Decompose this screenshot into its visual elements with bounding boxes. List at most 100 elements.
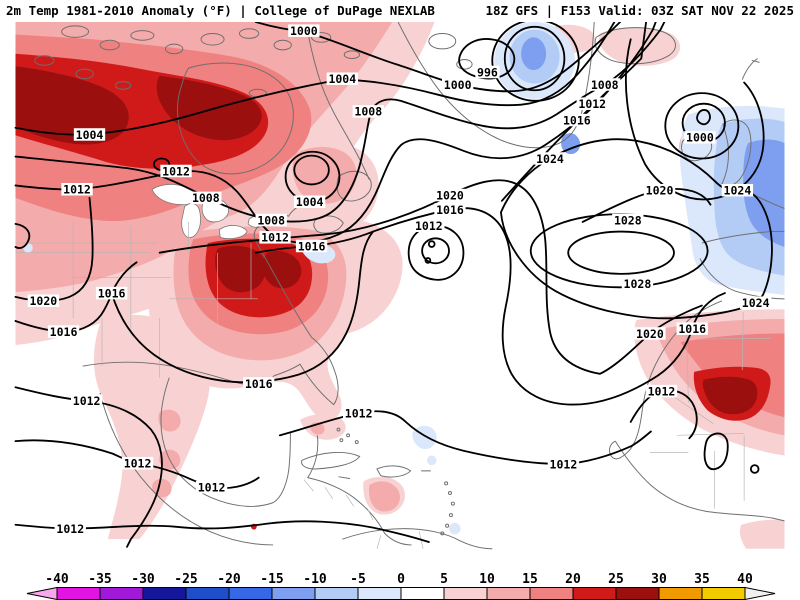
isobar-label: 1008 xyxy=(354,105,382,119)
colorbar-segment xyxy=(142,587,187,600)
colorbar-svg: -40 -35 -30 -25 -20 -15 -10 -5 0 5 10 15 20 25 30 35 40 xyxy=(26,572,776,600)
colorbar-segment xyxy=(529,587,574,600)
isobar-label-bg xyxy=(352,105,384,118)
colorbar-tick-label: -35 xyxy=(88,572,111,587)
isobar-label: 1000 xyxy=(686,131,714,145)
isobar-label-bg xyxy=(160,164,192,178)
isobar-label-bg xyxy=(259,231,291,244)
isobar-label: 1000 xyxy=(290,24,318,38)
isobar-label: 1008 xyxy=(192,191,220,205)
isobar-label-bg xyxy=(621,277,654,290)
isobar-label: 1024 xyxy=(742,296,770,310)
model-run-valid-time: 18Z GFS | F153 Valid: 03Z SAT NOV 22 202… xyxy=(485,3,794,18)
colorbar-tick-label: 30 xyxy=(651,572,667,587)
isobar-label-bg xyxy=(61,183,93,196)
isobar-label-bg xyxy=(190,191,222,205)
isobar-label: 1028 xyxy=(624,277,652,291)
colorbar-segment xyxy=(572,587,617,600)
isobar-label: 1016 xyxy=(563,113,591,127)
isobar-label: 1016 xyxy=(298,239,326,253)
colorbar-tick-label: 15 xyxy=(522,572,538,587)
isobar-label: 1020 xyxy=(646,184,674,198)
colorbar-tick-label: 10 xyxy=(479,572,495,587)
isobar-label-bg xyxy=(442,78,474,91)
isobar-label-bg xyxy=(243,377,275,390)
colorbar-tick-label: 0 xyxy=(397,572,405,587)
isobar-label: 1012 xyxy=(345,407,373,421)
isobar-label: 1012 xyxy=(63,183,91,197)
colorbar-underflow-arrow xyxy=(26,586,58,600)
colorbar-segment xyxy=(400,587,445,600)
colorbar-segment xyxy=(658,587,703,600)
isobar-label-bg xyxy=(73,128,106,141)
isobar-label: 1024 xyxy=(536,152,564,166)
colorbar-tick-label: 25 xyxy=(608,572,624,587)
isobar-label-bg xyxy=(534,152,566,165)
isobar-label-bg xyxy=(255,213,287,227)
isobar-label: 1012 xyxy=(73,394,101,408)
isobar-label: 1016 xyxy=(50,325,78,339)
header-bar: 2m Temp 1981-2010 Anomaly (°F) | College… xyxy=(0,0,800,22)
isobar-label-bg xyxy=(47,325,80,338)
isobar-label: 1012 xyxy=(56,522,84,536)
isobar-label: 1000 xyxy=(444,78,472,92)
isobar-label-bg xyxy=(70,394,103,407)
isobar-label-bg xyxy=(27,294,60,308)
colorbar-tick-label: 20 xyxy=(565,572,581,587)
isobar-label: 1024 xyxy=(724,184,752,198)
isobar-label-bg xyxy=(434,203,466,216)
colorbar-tick-label: -15 xyxy=(260,572,283,587)
isobar-label-bg xyxy=(288,24,320,37)
isobar-label: 1004 xyxy=(328,72,356,86)
colorbar-segment xyxy=(228,587,273,600)
isobar-label-bg xyxy=(589,78,621,91)
product-title: 2m Temp 1981-2010 Anomaly (°F) | College… xyxy=(6,3,435,18)
colorbar-segment xyxy=(185,587,230,600)
colorbar-tick-label: -25 xyxy=(174,572,197,587)
isobar-label: 1004 xyxy=(296,195,324,209)
isobar-label: 1028 xyxy=(614,213,642,227)
colorbar-segment xyxy=(701,587,746,600)
isobar-label: 1008 xyxy=(257,213,285,227)
colorbar-segment xyxy=(99,587,144,600)
colorbar-segment xyxy=(314,587,359,600)
colorbar-tick-label: 35 xyxy=(694,572,710,587)
isobar-label: 1020 xyxy=(436,188,464,202)
isobar-label: 1016 xyxy=(245,377,273,391)
isobar-label: 1008 xyxy=(591,78,619,92)
isobar-label: 1012 xyxy=(162,164,190,178)
colorbar-segment xyxy=(271,587,316,600)
map-canvas: 1000 1004 996 1000 1008 1004 1008 1012 1016 1000 1… xyxy=(0,22,800,568)
colorbar-tick-label: -30 xyxy=(131,572,155,587)
isobar-label-bg xyxy=(121,456,154,470)
isobar-label: 1012 xyxy=(124,457,152,471)
colorbar-tick-label: -20 xyxy=(217,572,241,587)
isobar-label-bg xyxy=(561,113,593,127)
colorbar-segment xyxy=(615,587,660,600)
isobar-label-bg xyxy=(413,219,445,233)
colorbar-segment xyxy=(443,587,488,600)
isobar-label-bg xyxy=(434,188,466,202)
colorbar-overflow-arrow xyxy=(744,586,776,600)
isobar-label-bg xyxy=(95,286,128,300)
isobar-label-bg xyxy=(293,195,326,209)
colorbar-segment xyxy=(357,587,402,600)
isobar-label-bg xyxy=(326,72,358,85)
isobar-label: 1012 xyxy=(415,219,443,233)
isobar-label: 1016 xyxy=(436,203,464,217)
isobar-label-bg xyxy=(684,131,716,144)
isobar-label-bg xyxy=(295,239,328,253)
isobar-label-bg xyxy=(576,97,608,110)
isobar-label-bg xyxy=(475,65,500,79)
isobar-label: 1012 xyxy=(648,384,676,398)
colorbar-tick-label: 40 xyxy=(737,572,753,587)
isobar-label: 1012 xyxy=(198,481,226,495)
isobar-label: 1020 xyxy=(30,294,58,308)
isobar-label-bg xyxy=(676,322,708,335)
colorbar-area: -40 -35 -30 -25 -20 -15 -10 -5 0 5 10 15 20 25 30 35 40 xyxy=(0,568,800,600)
colorbar-tick-label: -10 xyxy=(303,572,327,587)
isobar-label-bg xyxy=(721,183,754,197)
